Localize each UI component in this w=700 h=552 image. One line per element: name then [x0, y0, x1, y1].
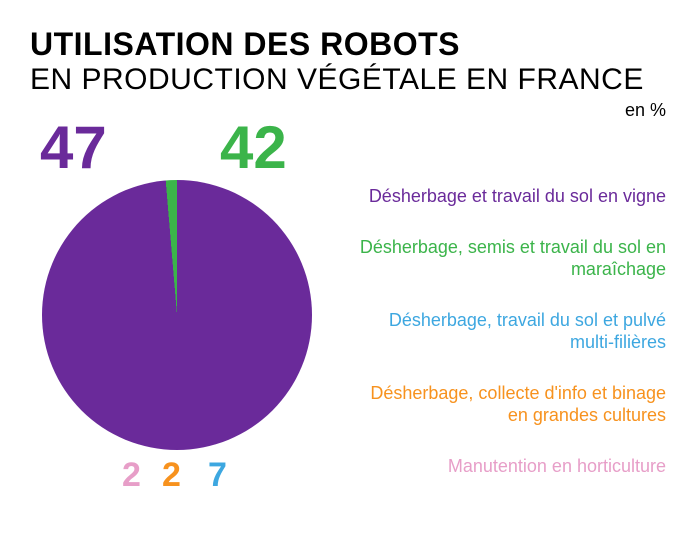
legend-item: Désherbage, semis et travail du sol en m… [356, 236, 666, 281]
title-line-1: UTILISATION DES ROBOTS [30, 26, 644, 63]
pie-chart [42, 180, 312, 450]
legend-item: Désherbage et travail du sol en vigne [356, 185, 666, 208]
legend-item: Désherbage, travail du sol et pulvé mult… [356, 309, 666, 354]
legend-item: Manutention en horticulture [356, 455, 666, 478]
value-label-small: 2 [122, 458, 141, 492]
legend-item: Désherbage, collecte d'info et binage en… [356, 382, 666, 427]
value-label-small: 2 [162, 458, 181, 492]
value-label-small: 7 [208, 458, 227, 492]
legend: Désherbage et travail du sol en vigne Dés… [356, 185, 666, 477]
chart-title-block: UTILISATION DES ROBOTS EN PRODUCTION VÉG… [30, 26, 644, 97]
title-line-2: EN PRODUCTION VÉGÉTALE EN FRANCE [30, 63, 644, 97]
pie-slices [42, 180, 312, 450]
value-label-big: 42 [220, 118, 287, 178]
value-label-big: 47 [40, 118, 107, 178]
unit-label: en % [625, 100, 666, 121]
